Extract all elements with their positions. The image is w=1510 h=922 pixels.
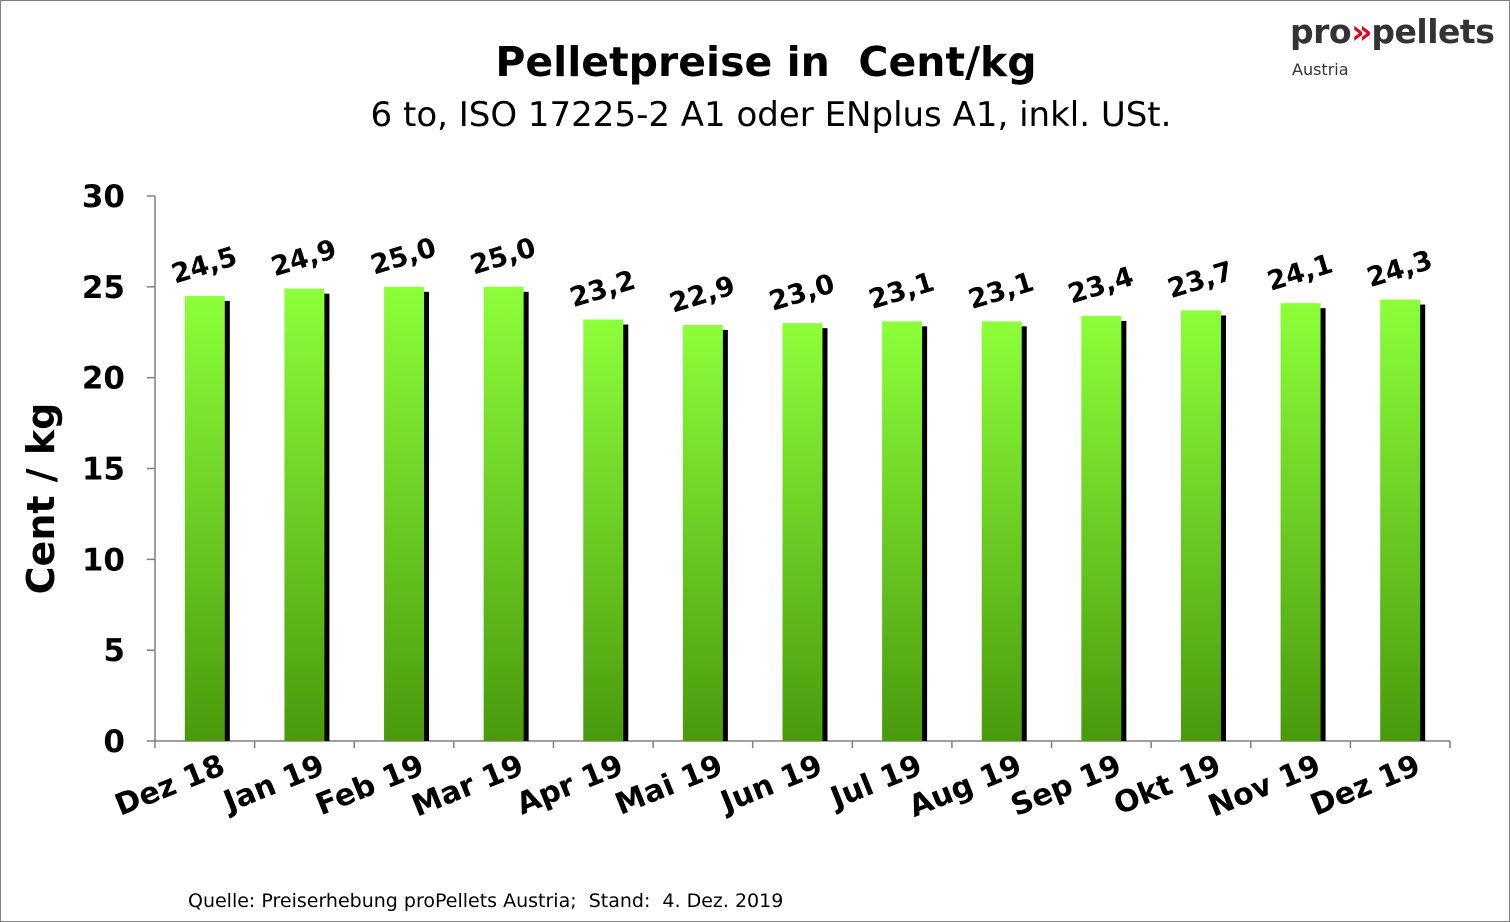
- x-tick-label: Jan 19: [217, 748, 329, 821]
- data-label: 24,5: [168, 241, 241, 290]
- bar: [682, 324, 723, 741]
- bar: [1180, 310, 1221, 741]
- bar: [1380, 299, 1421, 741]
- logo-arrows-icon: »: [1351, 12, 1372, 51]
- bar: [384, 286, 425, 741]
- x-tick-label: Aug 19: [904, 748, 1027, 825]
- x-tick-label: Mai 19: [610, 748, 727, 823]
- y-tick-label: 25: [82, 270, 125, 306]
- x-tick-label: Jun 19: [714, 748, 827, 821]
- logo-wordmark: pro»pellets: [1290, 12, 1495, 51]
- logo-subtitle: Austria: [1292, 60, 1349, 79]
- data-label: 23,0: [766, 268, 839, 317]
- y-tick-label: 20: [82, 361, 125, 397]
- y-tick-label: 0: [103, 724, 125, 760]
- data-label: 23,7: [1164, 256, 1237, 305]
- source-note: Quelle: Preiserhebung proPellets Austria…: [188, 890, 784, 912]
- bar: [184, 295, 225, 741]
- data-label: 25,0: [367, 232, 440, 281]
- chart-subtitle: 6 to, ISO 17225-2 A1 oder ENplus A1, ink…: [370, 95, 1172, 135]
- logo-name: pellets: [1371, 12, 1495, 51]
- data-label: 23,4: [1064, 261, 1137, 310]
- data-label: 23,1: [865, 267, 938, 316]
- bar: [284, 288, 325, 741]
- data-label: 23,1: [965, 267, 1038, 316]
- x-tick-label: Apr 19: [512, 748, 629, 822]
- x-tick-label: Mar 19: [407, 748, 529, 824]
- bar: [483, 286, 524, 741]
- data-label: 24,3: [1363, 245, 1436, 294]
- data-label: 25,0: [467, 232, 540, 281]
- bar: [882, 321, 923, 741]
- bar: [1280, 303, 1321, 741]
- data-label: 23,2: [566, 265, 639, 314]
- y-tick-label: 5: [103, 633, 125, 669]
- x-tick-label: Dez 19: [1306, 748, 1426, 823]
- y-tick-label: 30: [82, 179, 125, 215]
- chart-title: Pelletpreise in Cent/kg: [495, 38, 1037, 86]
- x-tick-label: Nov 19: [1204, 748, 1326, 824]
- propellets-logo: pro»pellets Austria: [1290, 12, 1500, 82]
- bar: [1081, 315, 1122, 741]
- bar: [981, 321, 1022, 741]
- bar: [583, 319, 624, 741]
- data-label: 24,1: [1264, 248, 1337, 297]
- data-label: 22,9: [666, 270, 739, 319]
- x-tick-label: Okt 19: [1109, 748, 1226, 822]
- x-tick-label: Dez 18: [110, 748, 230, 823]
- x-tick-label: Sep 19: [1006, 748, 1126, 824]
- bar: [782, 323, 823, 741]
- y-tick-label: 15: [82, 452, 125, 488]
- x-tick-label: Feb 19: [311, 748, 429, 823]
- data-label: 24,9: [268, 234, 341, 283]
- logo-prefix: pro: [1290, 12, 1352, 51]
- y-axis-title: Cent / kg: [19, 403, 63, 595]
- y-tick-label: 10: [82, 542, 125, 578]
